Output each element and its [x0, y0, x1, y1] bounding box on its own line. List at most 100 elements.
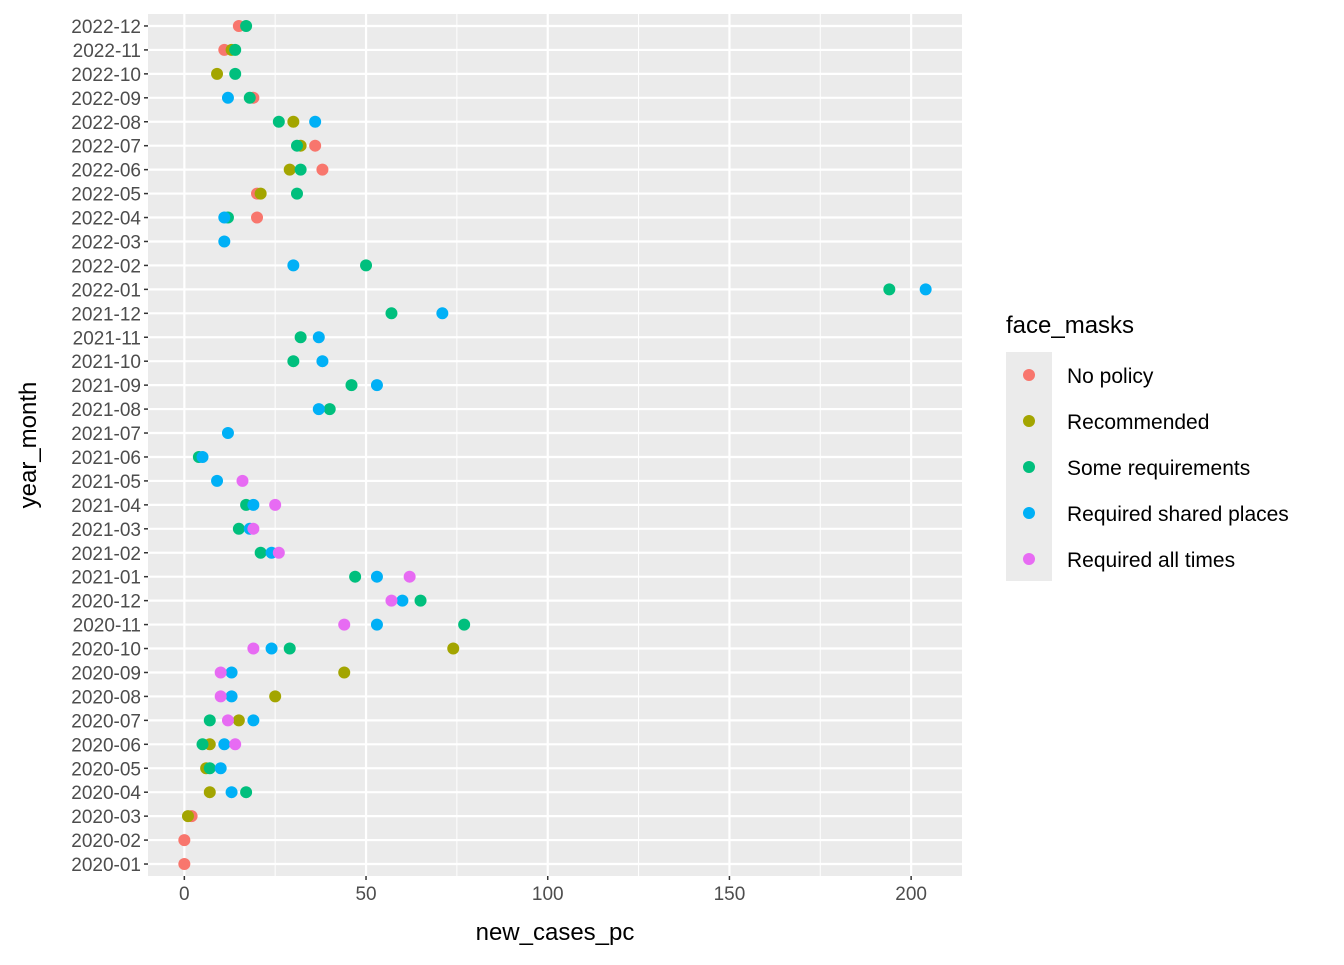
data-point: [225, 786, 238, 799]
data-point: [309, 115, 322, 128]
data-point: [211, 474, 224, 487]
y-tick-label: 2022-09: [71, 89, 141, 110]
data-point: [203, 762, 216, 775]
y-tick-label: 2020-09: [71, 663, 141, 684]
y-tick-label: 2021-10: [71, 352, 141, 373]
x-tick-label: 50: [355, 884, 376, 905]
data-point: [283, 163, 296, 176]
data-point: [218, 738, 231, 751]
data-point: [218, 211, 231, 224]
data-point: [247, 714, 260, 727]
data-point: [272, 546, 285, 559]
data-point: [436, 307, 449, 320]
data-point: [919, 283, 932, 296]
legend-label: No policy: [1067, 365, 1154, 388]
data-point: [396, 594, 409, 607]
data-point: [229, 738, 242, 751]
data-point: [247, 498, 260, 511]
legend-label: Recommended: [1067, 411, 1209, 434]
data-point: [312, 331, 325, 344]
data-point: [338, 618, 351, 631]
y-tick-label: 2020-06: [71, 735, 141, 756]
data-point: [414, 594, 427, 607]
data-point: [225, 666, 238, 679]
data-point: [236, 474, 249, 487]
y-tick-label: 2022-02: [71, 256, 141, 277]
y-tick-label: 2021-05: [71, 472, 141, 493]
y-tick-label: 2020-04: [71, 783, 141, 804]
data-point: [287, 115, 300, 128]
legend-key-dot: [1023, 507, 1035, 519]
legend: face_masks No policy Recommended Some requ…: [1006, 312, 1289, 581]
data-point: [290, 139, 303, 152]
data-point: [254, 187, 267, 200]
data-point: [221, 714, 234, 727]
plot-panel: [148, 14, 962, 876]
data-point: [243, 91, 256, 104]
y-tick-label: 2021-03: [71, 520, 141, 541]
y-tick-label: 2021-01: [71, 568, 141, 589]
y-tick-label: 2020-10: [71, 640, 141, 661]
x-tick-labels: 0 50 100 150 200: [179, 876, 927, 905]
data-point: [225, 690, 238, 703]
legend-key-dot: [1023, 415, 1035, 427]
legend-label: Required all times: [1067, 549, 1235, 572]
data-point: [349, 570, 362, 583]
data-point: [385, 594, 398, 607]
data-point: [883, 283, 896, 296]
data-point: [178, 858, 191, 871]
data-point: [283, 642, 296, 655]
data-point: [251, 211, 264, 224]
y-tick-label: 2021-02: [71, 544, 141, 565]
data-point: [370, 379, 383, 392]
y-tick-label: 2022-08: [71, 113, 141, 134]
data-point: [458, 618, 471, 631]
y-tick-label: 2020-08: [71, 687, 141, 708]
y-tick-label: 2021-12: [71, 304, 141, 325]
y-tick-labels: 2020-01 2020-02 2020-03 2020-04 2020-05 2020-…: [71, 17, 148, 876]
data-point: [403, 570, 416, 583]
data-point: [214, 666, 227, 679]
data-point: [316, 163, 329, 176]
data-point: [294, 331, 307, 344]
data-point: [312, 403, 325, 416]
y-tick-label: 2022-12: [71, 17, 141, 38]
y-tick-label: 2021-07: [71, 424, 141, 445]
y-tick-label: 2022-04: [71, 209, 141, 230]
data-point: [254, 546, 267, 559]
y-tick-label: 2022-07: [71, 137, 141, 158]
data-point: [447, 642, 460, 655]
legend-label: Required shared places: [1067, 503, 1289, 526]
data-points: [178, 19, 932, 871]
data-point: [290, 187, 303, 200]
legend-title: face_masks: [1006, 312, 1134, 339]
legend-key-dot: [1023, 369, 1035, 381]
data-point: [294, 163, 307, 176]
y-tick-label: 2022-03: [71, 232, 141, 253]
data-point: [269, 498, 282, 511]
data-point: [240, 786, 253, 799]
y-tick-label: 2020-02: [71, 831, 141, 852]
y-tick-label: 2022-11: [73, 41, 141, 62]
y-tick-label: 2020-03: [71, 807, 141, 828]
x-tick-label: 200: [895, 884, 927, 905]
data-point: [214, 762, 227, 775]
y-tick-label: 2020-05: [71, 759, 141, 780]
y-tick-label: 2021-09: [71, 376, 141, 397]
data-point: [309, 139, 322, 152]
data-point: [316, 355, 329, 368]
data-point: [232, 714, 245, 727]
data-point: [203, 714, 216, 727]
data-point: [370, 570, 383, 583]
data-point: [221, 91, 234, 104]
y-tick-label: 2021-11: [73, 328, 141, 349]
x-tick-label: 150: [714, 884, 746, 905]
data-point: [240, 19, 253, 32]
data-point: [269, 690, 282, 703]
data-point: [211, 67, 224, 80]
legend-key-dot: [1023, 461, 1035, 473]
data-point: [181, 810, 194, 823]
gridlines: [148, 14, 962, 876]
data-point: [232, 522, 245, 535]
